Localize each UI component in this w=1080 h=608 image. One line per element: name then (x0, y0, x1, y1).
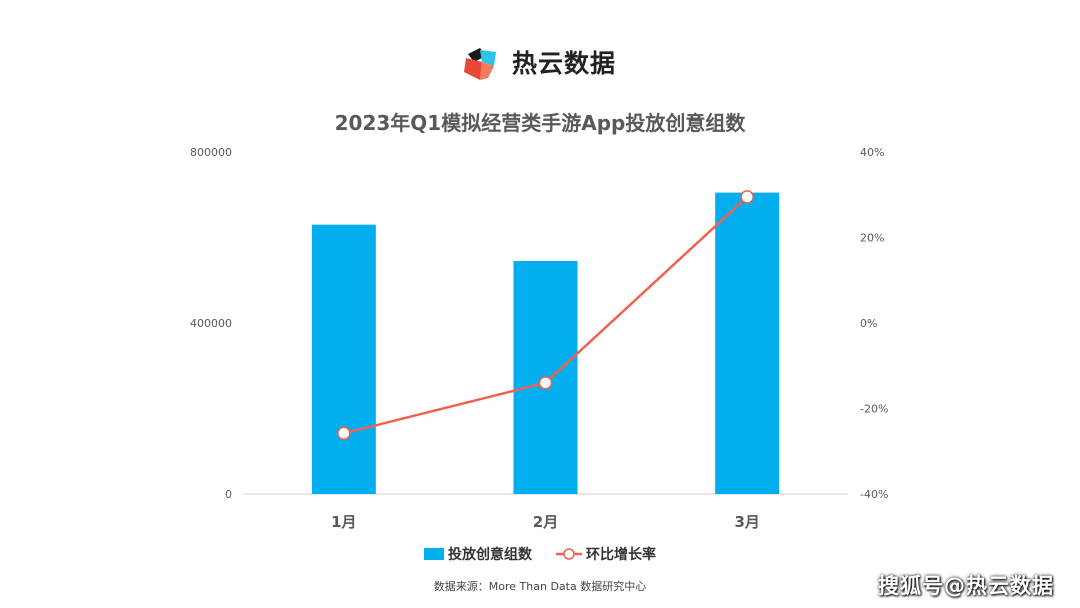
x-tick-label: 1月 (331, 513, 356, 531)
y-right-tick-label: -20% (860, 403, 888, 416)
brand-name: 热云数据 (512, 49, 617, 78)
y-left-tick-label: 0 (225, 488, 232, 501)
bar (715, 192, 780, 495)
legend-bar-label: 投放创意组数 (448, 546, 533, 563)
x-axis-labels: 1月 2月 3月 (331, 513, 760, 531)
x-tick-label: 2月 (533, 513, 558, 531)
legend-line-marker (563, 548, 575, 560)
legend-bar-swatch (424, 548, 444, 560)
bar (311, 224, 376, 495)
source-note: 数据来源：More Than Data 数据研究中心 (433, 580, 647, 593)
line-series (337, 190, 754, 441)
y-left-tick-label: 400000 (190, 317, 232, 330)
legend: 投放创意组数 环比增长率 (424, 546, 656, 563)
bar-series (311, 192, 780, 495)
line-point (337, 426, 351, 441)
watermark: 搜狐号@热云数据 (878, 574, 1054, 598)
brand-logo: 热云数据 (460, 38, 616, 86)
line-point (538, 376, 553, 390)
legend-line-label: 环比增长率 (586, 546, 656, 563)
line-point (740, 190, 754, 204)
y-right-tick-label: 20% (860, 232, 884, 245)
chart-title: 2023年Q1模拟经营类手游App投放创意组数 (335, 111, 747, 135)
x-tick-label: 3月 (734, 513, 759, 531)
y-right-tick-label: 0% (860, 317, 877, 330)
y-left-tick-label: 800000 (190, 146, 232, 159)
cube-logo-icon (464, 48, 496, 80)
y-right-tick-label: 40% (860, 146, 884, 159)
y-right-tick-label: -40% (860, 488, 888, 501)
